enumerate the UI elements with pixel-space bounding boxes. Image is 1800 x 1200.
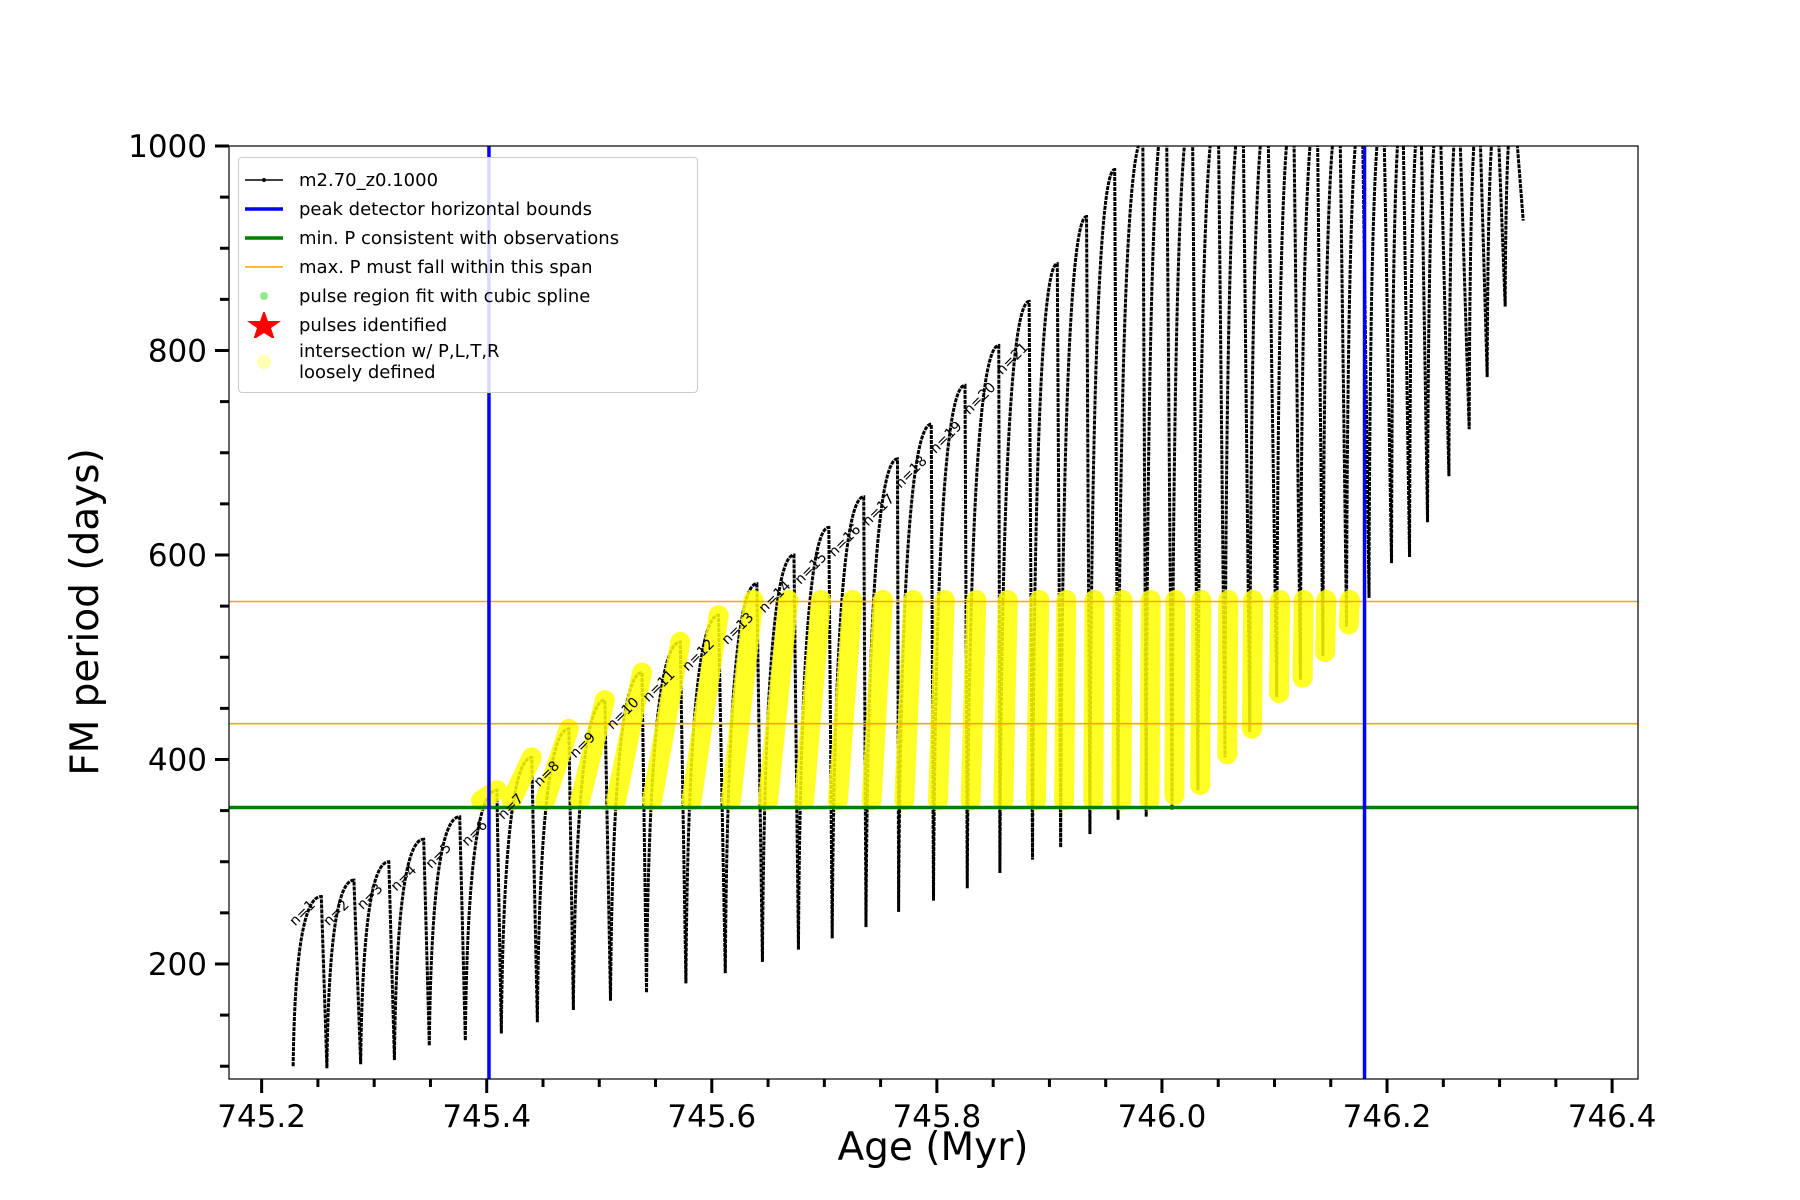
legend-label: peak detector horizontal bounds — [299, 198, 592, 220]
pulse-label: n=5 — [423, 840, 455, 872]
legend-entry: m2.70_z0.1000 — [243, 167, 693, 193]
legend-symbol — [245, 266, 283, 268]
x-tick-label: 746.0 — [1118, 1099, 1207, 1135]
legend-label: intersection w/ P,L,T,R loosely defined — [299, 341, 500, 383]
x-tick-label: 745.2 — [217, 1099, 306, 1135]
y-tick-label: 400 — [148, 742, 207, 778]
legend-glyph — [262, 178, 266, 182]
pulse-label: n=3 — [354, 881, 386, 913]
x-tick-label: 746.4 — [1568, 1099, 1657, 1135]
legend-entry: pulse region fit with cubic spline — [243, 283, 693, 309]
x-tick-label: 745.6 — [667, 1099, 756, 1135]
pulse-label: n=2 — [320, 897, 352, 929]
legend-symbol — [257, 355, 271, 369]
legend-symbol — [247, 312, 281, 338]
y-tick-label: 1000 — [128, 129, 207, 165]
x-axis-label: Age (Myr) — [837, 1125, 1028, 1170]
x-tick-label: 745.8 — [893, 1099, 982, 1135]
legend-entry: intersection w/ P,L,T,R loosely defined — [243, 341, 693, 383]
legend-symbol — [245, 236, 283, 240]
legend-label: m2.70_z0.1000 — [299, 169, 439, 191]
legend-label: max. P must fall within this span — [299, 256, 593, 278]
legend-label: pulse region fit with cubic spline — [299, 285, 591, 307]
y-tick-label: 600 — [148, 538, 207, 574]
plot-area — [229, 146, 1638, 1079]
legend-entry: pulses identified — [243, 312, 693, 338]
y-axis-label: FM period (days) — [63, 448, 108, 776]
legend-entry: min. P consistent with observations — [243, 225, 693, 251]
legend-symbol — [245, 207, 283, 211]
legend-glyph — [257, 355, 271, 369]
legend-label: pulses identified — [299, 314, 448, 336]
x-tick-label: 746.2 — [1343, 1099, 1432, 1135]
y-tick-label: 800 — [148, 333, 207, 369]
intersection-region — [471, 589, 1360, 811]
legend-glyph — [247, 312, 281, 338]
pulse-label: n=6 — [459, 817, 491, 849]
x-tick-label: 745.4 — [442, 1099, 531, 1135]
pulse-label: n=4 — [388, 862, 420, 894]
legend-entry: max. P must fall within this span — [243, 254, 693, 280]
legend-symbol — [260, 292, 268, 300]
y-tick-label: 200 — [148, 947, 207, 983]
legend-glyph — [260, 292, 268, 300]
legend-entry: peak detector horizontal bounds — [243, 196, 693, 222]
legend-symbol — [245, 178, 283, 182]
plot-frame — [228, 145, 1639, 1080]
legend-label: min. P consistent with observations — [299, 227, 620, 249]
